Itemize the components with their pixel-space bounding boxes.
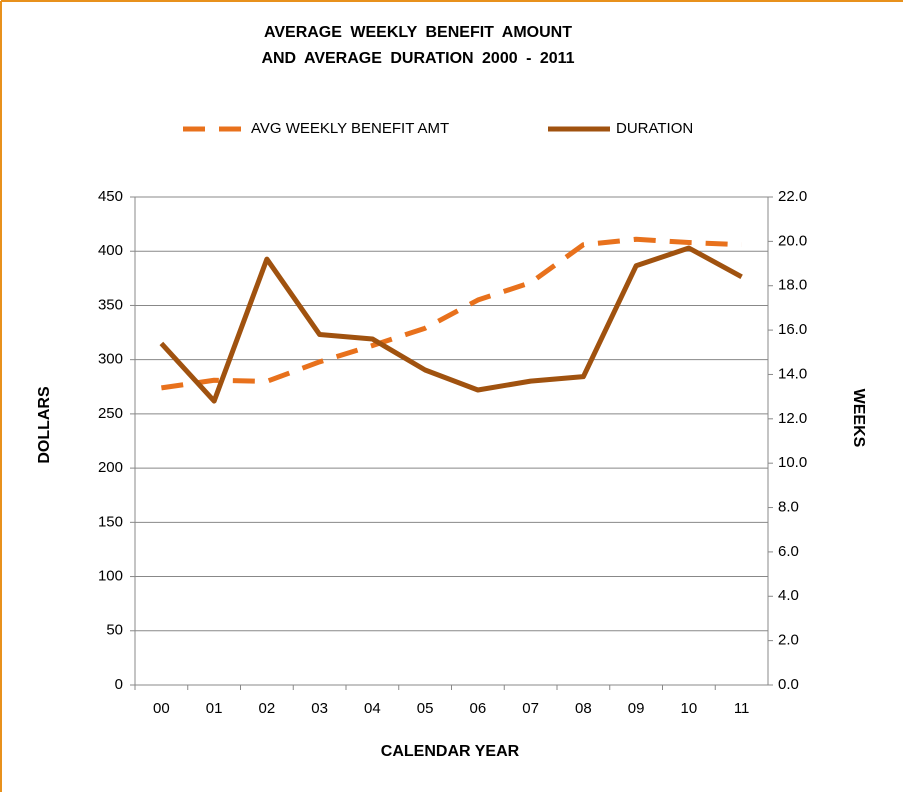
chart-title: AND AVERAGE DURATION 2000 - 2011: [261, 50, 574, 67]
y-tick-label: 100: [98, 568, 123, 585]
y2-tick-label: 22.0: [778, 188, 807, 205]
y2-tick-label: 16.0: [778, 321, 807, 338]
y2-tick-label: 8.0: [778, 499, 799, 516]
chart-title: AVERAGE WEEKLY BENEFIT AMOUNT: [264, 24, 572, 41]
y2-tick-label: 14.0: [778, 365, 807, 382]
x-tick-label: 06: [470, 700, 487, 717]
y2-tick-label: 10.0: [778, 454, 807, 471]
y2-tick-label: 0.0: [778, 676, 799, 693]
y2-tick-label: 20.0: [778, 232, 807, 249]
y-tick-label: 200: [98, 459, 123, 476]
y-tick-label: 300: [98, 351, 123, 368]
x-tick-label: 08: [575, 700, 592, 717]
legend-label: AVG WEEKLY BENEFIT AMT: [251, 120, 449, 137]
y2-tick-label: 12.0: [778, 410, 807, 427]
x-tick-label: 10: [681, 700, 698, 717]
y2-tick-label: 4.0: [778, 587, 799, 604]
y2-axis-label: WEEKS: [850, 389, 867, 448]
x-tick-label: 11: [734, 700, 750, 717]
x-tick-label: 05: [417, 700, 434, 717]
series-line: [161, 236, 742, 391]
y2-tick-label: 6.0: [778, 543, 799, 560]
x-tick-label: 01: [206, 700, 223, 717]
y-tick-label: 250: [98, 405, 123, 422]
x-tick-label: 03: [311, 700, 328, 717]
y-tick-label: 450: [98, 188, 123, 205]
y-tick-label: 50: [106, 622, 123, 639]
legend-label: DURATION: [616, 120, 693, 137]
y-axis-label: DOLLARS: [36, 386, 53, 464]
y2-tick-label: 18.0: [778, 277, 807, 294]
y-tick-label: 350: [98, 296, 123, 313]
y-tick-label: 150: [98, 513, 123, 530]
y2-tick-label: 2.0: [778, 632, 799, 649]
y-tick-label: 400: [98, 242, 123, 259]
x-axis-label: CALENDAR YEAR: [381, 743, 520, 760]
series-line: [159, 245, 743, 404]
x-tick-label: 07: [522, 700, 539, 717]
y-tick-label: 0: [115, 676, 123, 693]
x-tick-label: 00: [153, 700, 170, 717]
x-tick-label: 02: [259, 700, 276, 717]
x-tick-label: 04: [364, 700, 381, 717]
x-tick-label: 09: [628, 700, 645, 717]
